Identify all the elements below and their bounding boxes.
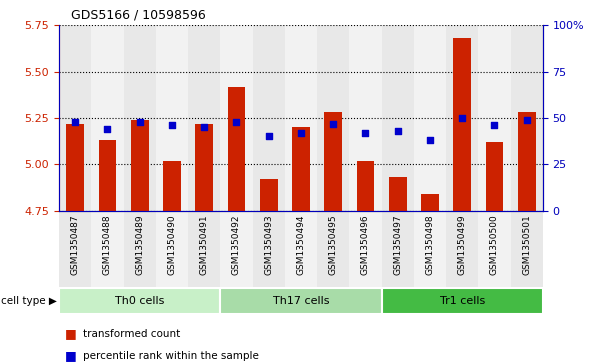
- Text: ■: ■: [65, 349, 77, 362]
- Bar: [421, 194, 439, 211]
- Bar: [478, 25, 510, 211]
- Bar: [285, 211, 317, 287]
- Bar: [446, 211, 478, 287]
- Bar: [123, 211, 156, 287]
- Bar: [486, 142, 503, 211]
- Text: transformed count: transformed count: [83, 329, 180, 339]
- Text: GSM1350489: GSM1350489: [135, 214, 144, 275]
- Bar: [59, 288, 220, 314]
- Bar: [382, 211, 414, 287]
- Bar: [220, 211, 253, 287]
- Bar: [453, 38, 471, 211]
- Point: [296, 130, 306, 136]
- Point: [393, 128, 402, 134]
- Text: GSM1350499: GSM1350499: [458, 214, 467, 275]
- Bar: [349, 211, 382, 287]
- Bar: [195, 123, 213, 211]
- Text: Th0 cells: Th0 cells: [115, 296, 165, 306]
- Bar: [414, 25, 446, 211]
- Bar: [156, 211, 188, 287]
- Bar: [324, 113, 342, 211]
- Bar: [253, 211, 285, 287]
- Point: [490, 122, 499, 128]
- Bar: [220, 288, 382, 314]
- Text: cell type ▶: cell type ▶: [1, 296, 57, 306]
- Bar: [389, 177, 407, 211]
- Bar: [99, 140, 116, 211]
- Point: [135, 119, 145, 125]
- Bar: [131, 120, 149, 211]
- Text: GSM1350501: GSM1350501: [522, 214, 531, 275]
- Point: [457, 115, 467, 121]
- Point: [103, 126, 112, 132]
- Bar: [349, 25, 382, 211]
- Text: Th17 cells: Th17 cells: [273, 296, 329, 306]
- Bar: [66, 123, 84, 211]
- Point: [167, 122, 176, 128]
- Bar: [285, 25, 317, 211]
- Bar: [317, 211, 349, 287]
- Text: GSM1350497: GSM1350497: [393, 214, 402, 275]
- Point: [199, 124, 209, 130]
- Text: GSM1350500: GSM1350500: [490, 214, 499, 275]
- Bar: [228, 86, 245, 211]
- Text: GSM1350495: GSM1350495: [329, 214, 337, 275]
- Bar: [220, 25, 253, 211]
- Bar: [510, 211, 543, 287]
- Bar: [91, 25, 123, 211]
- Bar: [253, 25, 285, 211]
- Point: [264, 134, 273, 139]
- Point: [360, 130, 370, 136]
- Bar: [123, 25, 156, 211]
- Bar: [510, 25, 543, 211]
- Text: ■: ■: [65, 327, 77, 340]
- Text: GSM1350498: GSM1350498: [425, 214, 434, 275]
- Bar: [292, 127, 310, 211]
- Text: GSM1350490: GSM1350490: [168, 214, 176, 275]
- Text: GSM1350496: GSM1350496: [361, 214, 370, 275]
- Point: [425, 137, 435, 143]
- Text: GDS5166 / 10598596: GDS5166 / 10598596: [71, 9, 205, 22]
- Point: [522, 117, 532, 123]
- Bar: [478, 211, 510, 287]
- Text: GSM1350491: GSM1350491: [199, 214, 209, 275]
- Text: GSM1350494: GSM1350494: [296, 214, 306, 275]
- Bar: [59, 211, 91, 287]
- Bar: [156, 25, 188, 211]
- Bar: [317, 25, 349, 211]
- Bar: [518, 113, 536, 211]
- Bar: [356, 160, 374, 211]
- Point: [70, 119, 80, 125]
- Bar: [188, 25, 220, 211]
- Text: GSM1350487: GSM1350487: [71, 214, 80, 275]
- Bar: [163, 160, 181, 211]
- Text: GSM1350488: GSM1350488: [103, 214, 112, 275]
- Text: GSM1350492: GSM1350492: [232, 214, 241, 275]
- Bar: [382, 25, 414, 211]
- Text: percentile rank within the sample: percentile rank within the sample: [83, 351, 258, 361]
- Bar: [188, 211, 220, 287]
- Bar: [260, 179, 277, 211]
- Point: [232, 119, 241, 125]
- Point: [329, 121, 338, 126]
- Text: GSM1350493: GSM1350493: [264, 214, 273, 275]
- Bar: [59, 25, 91, 211]
- Bar: [91, 211, 123, 287]
- Text: Tr1 cells: Tr1 cells: [440, 296, 485, 306]
- Bar: [446, 25, 478, 211]
- Bar: [382, 288, 543, 314]
- Bar: [414, 211, 446, 287]
